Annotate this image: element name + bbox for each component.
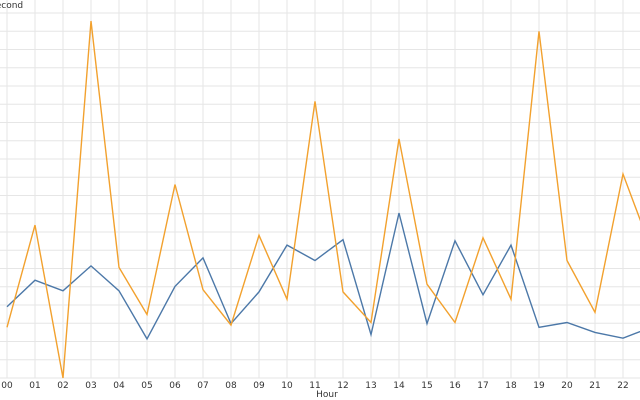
x-tick-label: 06	[169, 381, 181, 391]
x-tick-label: 10	[281, 381, 293, 391]
x-tick-label: 07	[197, 381, 208, 391]
x-tick-label: 14	[393, 381, 405, 391]
grid	[0, 0, 640, 379]
x-tick-label: 17	[477, 381, 488, 391]
x-tick-label: 05	[141, 381, 152, 391]
series-line-1	[6, 212, 640, 341]
x-tick-label: 04	[113, 381, 125, 391]
x-tick-label: 11	[309, 381, 320, 391]
x-tick-label: 21	[589, 381, 600, 391]
series-line-2	[6, 20, 640, 379]
x-tick-label: 13	[365, 381, 376, 391]
x-tick-label: 00	[1, 381, 13, 391]
x-tick-label: 15	[421, 381, 432, 391]
x-tick-label: 08	[225, 381, 237, 391]
x-tick-label: 12	[337, 381, 348, 391]
x-tick-label: 20	[561, 381, 573, 391]
x-tick-label: 16	[449, 381, 461, 391]
x-tick-label: 01	[29, 381, 40, 391]
x-tick-labels: 00 01 02 03 04 05 06 07 08 09 10 11 12 13 14 15 16 17 18 19…	[1, 381, 628, 391]
x-tick-label: 02	[57, 381, 68, 391]
y-axis-title: Second	[0, 1, 23, 11]
x-tick-label: 18	[505, 381, 517, 391]
x-tick-label: 03	[85, 381, 96, 391]
x-axis-title: Hour	[316, 390, 338, 400]
x-tick-label: 09	[253, 381, 265, 391]
x-tick-label: 22	[617, 381, 628, 391]
series-layer	[6, 20, 640, 379]
x-tick-label: 19	[533, 381, 545, 391]
